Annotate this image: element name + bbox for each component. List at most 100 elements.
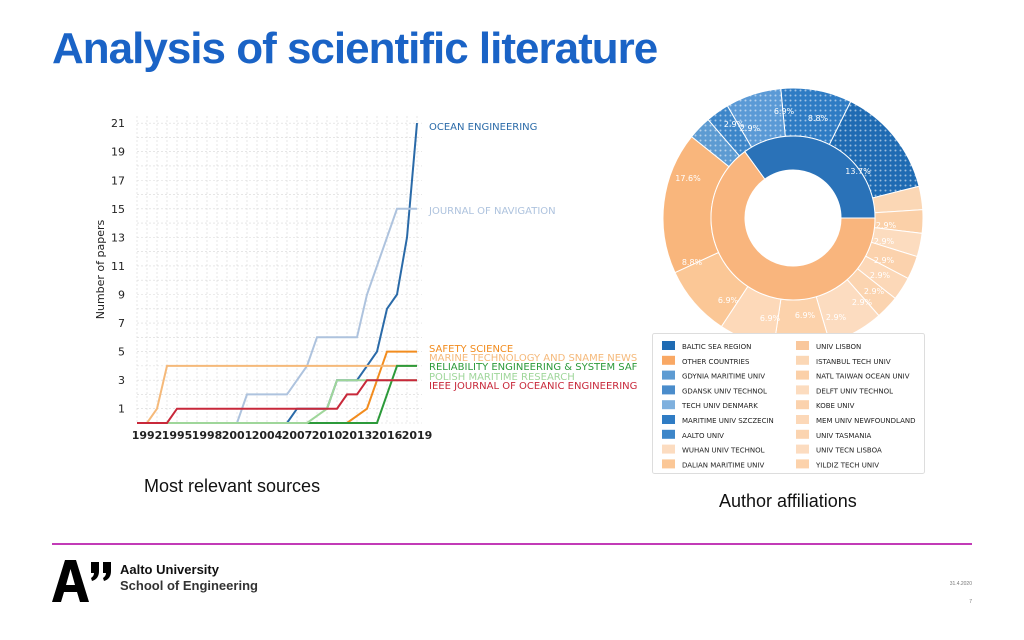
y-tick-label: 15 <box>111 203 125 216</box>
org-line-1: Aalto University <box>120 562 219 577</box>
legend-label: GDYNIA MARITIME UNIV <box>682 373 765 381</box>
legend-label: UNIV LISBON <box>816 343 861 351</box>
legend-swatch <box>796 415 809 424</box>
legend-swatch <box>662 415 675 424</box>
series-label: MARINE TECHNOLOGY AND SNAME NEWS <box>429 353 637 364</box>
legend-label: GDANSK UNIV TECHNOL <box>682 387 767 395</box>
legend-label: DELFT UNIV TECHNOL <box>816 387 893 395</box>
footer-divider <box>52 543 972 545</box>
legend-swatch <box>662 341 675 350</box>
donut-outer-pattern <box>708 105 752 156</box>
legend-label: WUHAN UNIV TECHNOL <box>682 447 765 455</box>
percent-label: 6.9% <box>718 296 739 305</box>
legend-label: AALTO UNIV <box>682 432 724 440</box>
x-tick-label: 2010 <box>312 429 343 442</box>
percent-label: 2.9% <box>724 120 745 129</box>
donut-hole <box>745 170 841 266</box>
caption-affiliations: Author affiliations <box>719 491 857 511</box>
donut-outer-pattern <box>691 119 740 167</box>
y-tick-label: 17 <box>111 174 125 187</box>
percent-label: 8.8% <box>808 114 829 123</box>
y-axis-label: Number of papers <box>94 219 107 319</box>
percent-label: 6.9% <box>795 311 816 320</box>
percent-label: 17.6% <box>675 174 701 183</box>
percent-label: 2.9% <box>874 256 895 265</box>
legend-swatch <box>796 370 809 380</box>
percent-label: 6.9% <box>760 314 781 323</box>
series-label: IEEE JOURNAL OF OCEANIC ENGINEERING <box>429 381 637 392</box>
series-line <box>137 123 418 424</box>
y-tick-label: 5 <box>118 346 125 359</box>
legend-swatch <box>796 459 809 469</box>
legend-label: MARITIME UNIV SZCZECIN <box>682 417 774 425</box>
x-tick-label: 2013 <box>342 429 373 442</box>
y-tick-label: 21 <box>111 117 125 130</box>
donut-legend: BALTIC SEA REGION UNIV LISBON OTHER COUNTR… <box>652 333 925 474</box>
y-tick-label: 9 <box>118 288 125 301</box>
caption-sources: Most relevant sources <box>144 476 321 496</box>
percent-label: 2.9% <box>826 313 847 322</box>
percent-label: 8.8% <box>682 258 703 267</box>
org-line-2: School of Engineering <box>120 578 258 593</box>
y-tick-label: 13 <box>111 231 125 244</box>
legend-swatch <box>662 400 675 410</box>
y-tick-label: 19 <box>111 146 125 159</box>
percent-label: 2.9% <box>876 221 897 230</box>
donut-chart: 2.9%6.9%8.8%13.7%2.9%2.9%2.9%2.9%2.9%2.9… <box>662 88 924 338</box>
x-tick-label: 1995 <box>162 429 193 442</box>
donut-outer-pattern <box>727 88 786 148</box>
legend-label: NATL TAIWAN OCEAN UNIV <box>816 373 910 381</box>
slide-date: 31.4.2020 <box>949 581 972 587</box>
legend-label: ISTANBUL TECH UNIV <box>816 358 891 366</box>
series-label: SAFETY SCIENCE <box>429 344 513 355</box>
legend-label: UNIV TASMANIA <box>816 432 872 440</box>
legend-swatch <box>662 385 675 395</box>
x-tick-label: 2004 <box>252 429 283 442</box>
x-tick-label: 2001 <box>222 429 253 442</box>
legend-swatch <box>796 341 809 350</box>
legend-swatch <box>662 429 675 439</box>
aalto-logo-icon <box>52 560 111 602</box>
y-tick-label: 11 <box>111 260 125 273</box>
series-label: RELIABILITY ENGINEERING & SYSTEM SAFETY <box>429 362 637 373</box>
x-tick-label: 2019 <box>402 429 433 442</box>
slide-title: Analysis of scientific literature <box>52 24 658 73</box>
legend-label: TECH UNIV DENMARK <box>681 402 758 410</box>
percent-label: 2.9% <box>864 287 885 296</box>
donut-outer-pattern <box>780 88 851 145</box>
y-tick-label: 3 <box>118 374 125 387</box>
legend-swatch <box>796 400 809 410</box>
legend-swatch <box>796 385 809 395</box>
series-line <box>137 364 417 424</box>
legend-swatch <box>796 355 809 365</box>
percent-label: 2.9% <box>870 271 891 280</box>
legend-label: DALIAN MARITIME UNIV <box>682 461 764 469</box>
series-label: OCEAN ENGINEERING <box>429 122 537 133</box>
percent-label: 2.9% <box>740 124 761 133</box>
legend-swatch <box>796 429 809 439</box>
legend-label: YILDIZ TECH UNIV <box>815 461 879 469</box>
legend-swatch <box>662 444 675 454</box>
legend-label: OTHER COUNTRIES <box>682 358 750 366</box>
donut-outer-pattern <box>829 101 920 198</box>
legend-swatch <box>662 355 675 365</box>
legend-swatch <box>662 459 675 469</box>
percent-label: 13.7% <box>845 167 871 176</box>
legend-label: KOBE UNIV <box>816 402 855 410</box>
x-tick-label: 1998 <box>192 429 223 442</box>
percent-label: 6.9% <box>774 107 795 116</box>
percent-label: 2.9% <box>852 298 873 307</box>
y-tick-label: 7 <box>118 317 125 330</box>
series-line <box>137 379 417 424</box>
legend-label: MEM UNIV NEWFOUNDLAND <box>816 417 916 425</box>
legend-label: UNIV TECN LISBOA <box>816 447 882 455</box>
x-tick-label: 2007 <box>282 429 313 442</box>
legend-label: BALTIC SEA REGION <box>682 343 751 351</box>
percent-label: 2.9% <box>874 237 895 246</box>
page-number: 7 <box>969 599 972 605</box>
series-label: JOURNAL OF NAVIGATION <box>428 206 556 217</box>
series-line <box>137 207 417 424</box>
org-name: Aalto University School of Engineering <box>120 562 258 594</box>
legend-swatch <box>796 444 809 454</box>
